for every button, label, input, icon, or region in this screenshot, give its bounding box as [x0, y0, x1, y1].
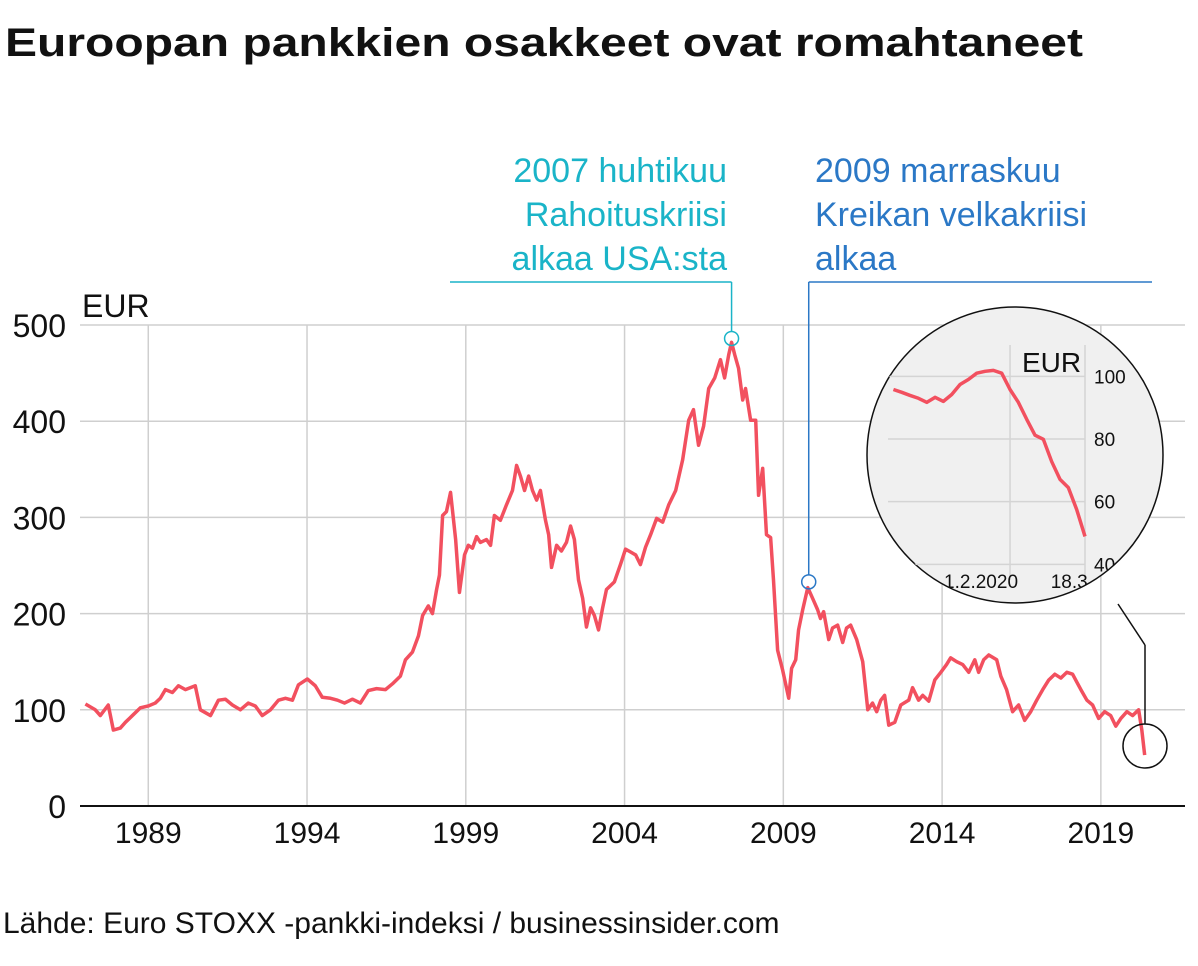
y-tick-label: 100: [1094, 367, 1126, 388]
x-tick-label: 2014: [909, 817, 976, 850]
inset-connector: [1117, 603, 1146, 646]
annotation-marker: [723, 330, 740, 347]
line: [892, 368, 1087, 537]
zoom-circle: [1122, 723, 1168, 769]
x-tick-label: 2009: [750, 817, 817, 850]
x-tick-label: 1.2.2020: [944, 572, 1018, 593]
main-plot: 0 100 200 300 400 500 1989 1994 1999 2004 2009 2014…: [13, 152, 1185, 850]
y-tick-label: 100: [13, 693, 66, 729]
chart-title: Euroopan pankkien osakkeet ovat romahtan…: [5, 21, 1083, 65]
annotation-marker: [800, 574, 817, 590]
x-tick-label: 2019: [1067, 817, 1134, 850]
y-tick-label: 400: [13, 404, 66, 440]
x-tick-label: 2004: [591, 817, 658, 850]
x-tick-label: 18.3.: [1051, 572, 1093, 593]
inset-background: [866, 306, 1164, 604]
y-axis-label: EUR: [82, 288, 150, 324]
y-axis-label: EUR: [1022, 347, 1081, 378]
source: Lähde: Euro STOXX -pankki-indeksi / busi…: [3, 907, 780, 940]
x-tick-label: 1989: [115, 817, 182, 850]
line: [84, 340, 1147, 756]
annotation-text: alkaa: [815, 240, 896, 278]
y-tick-label: 500: [13, 308, 66, 344]
y-tick-label: 0: [48, 789, 66, 825]
annotation-text: 2009 marraskuu: [815, 152, 1061, 190]
annotation-text: alkaa USA:sta: [512, 240, 728, 278]
y-tick-label: 200: [13, 597, 66, 633]
y-tick-label: 80: [1094, 430, 1115, 451]
x-tick-label: 1994: [274, 817, 341, 850]
annotation-text: Kreikan velkakriisi: [815, 196, 1087, 234]
y-tick-label: 60: [1094, 493, 1115, 514]
annotation-text: 2007 huhtikuu: [513, 152, 727, 190]
annotation-text: Rahoituskriisi: [525, 196, 727, 234]
x-tick-label: 1999: [432, 817, 499, 850]
y-tick-label: 300: [13, 500, 66, 536]
